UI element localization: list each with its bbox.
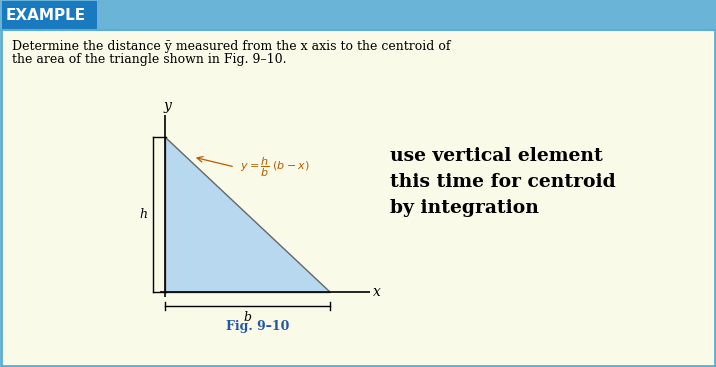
Text: x: x	[373, 285, 381, 299]
Text: $y = \dfrac{h}{b}\ (b - x)$: $y = \dfrac{h}{b}\ (b - x)$	[240, 155, 309, 179]
Text: y: y	[163, 99, 171, 113]
Bar	[2, 1, 97, 29]
Bar	[0, 0, 716, 30]
Text: the area of the triangle shown in Fig. 9–10.: the area of the triangle shown in Fig. 9…	[12, 53, 286, 66]
Text: this time for centroid: this time for centroid	[390, 173, 616, 191]
Text: use vertical element: use vertical element	[390, 147, 603, 165]
Text: h: h	[139, 208, 147, 221]
Text: EXAMPLE: EXAMPLE	[6, 7, 86, 22]
Text: Fig. 9–10: Fig. 9–10	[226, 320, 289, 333]
Text: by integration: by integration	[390, 199, 539, 217]
Text: Determine the distance ȳ measured from the x axis to the centroid of: Determine the distance ȳ measured from t…	[12, 40, 450, 53]
Text: b: b	[243, 311, 251, 324]
Polygon shape	[165, 137, 330, 292]
